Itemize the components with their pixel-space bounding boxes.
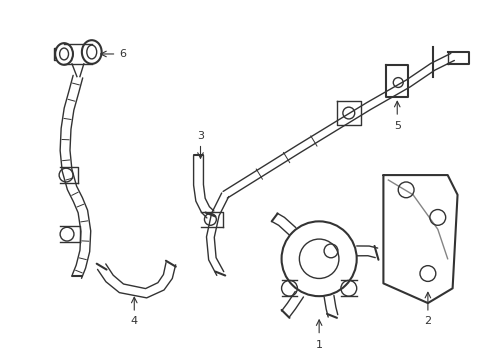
- Text: 6: 6: [119, 49, 126, 59]
- Text: 5: 5: [393, 121, 400, 131]
- Text: 1: 1: [315, 339, 322, 350]
- Text: 4: 4: [130, 316, 138, 326]
- Text: 3: 3: [197, 131, 203, 141]
- Text: 2: 2: [424, 316, 430, 326]
